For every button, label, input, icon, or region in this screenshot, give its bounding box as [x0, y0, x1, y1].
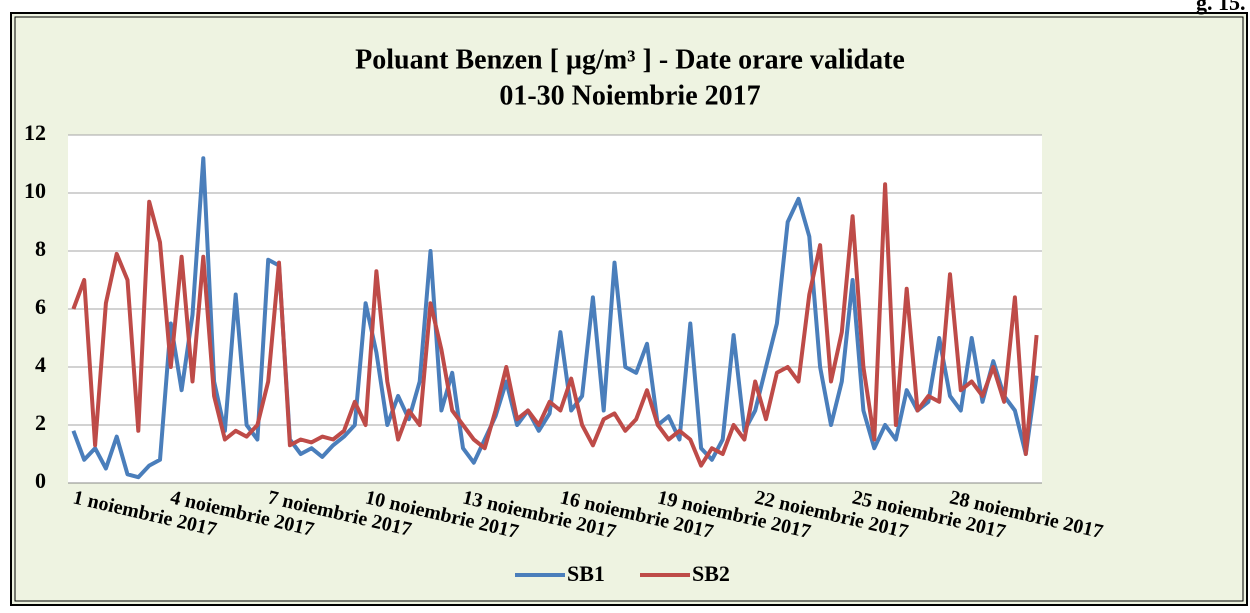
y-tick-label: 2 [35, 410, 46, 435]
chart-title: Poluant Benzen [ µg/m³ ] - Date orare va… [355, 44, 905, 75]
y-tick-label: 8 [35, 236, 46, 261]
y-tick-label: 12 [24, 120, 46, 145]
chart-subtitle: 01-30 Noiembrie 2017 [499, 80, 760, 111]
chart-frame-inner [14, 16, 1244, 602]
y-tick-label: 10 [24, 178, 46, 203]
legend-label: SB1 [567, 561, 605, 586]
page-note: g. 15. [1196, 0, 1246, 15]
y-tick-label: 6 [35, 294, 46, 319]
y-tick-label: 0 [35, 468, 46, 493]
series-line [71, 182, 1039, 468]
legend-label: SB2 [692, 561, 730, 586]
series-line [71, 156, 1039, 480]
y-tick-label: 4 [35, 352, 46, 377]
